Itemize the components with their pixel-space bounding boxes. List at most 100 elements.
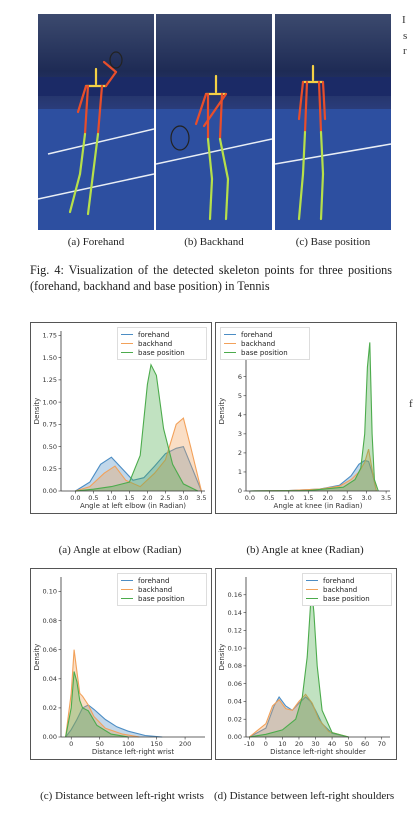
text-fragment: s	[403, 30, 408, 42]
series-line-base-position	[75, 363, 199, 492]
series-line-backhand	[65, 649, 140, 738]
series-line-forehand	[75, 445, 202, 492]
chart-svg: -10 0 10 20 30 40 50 60 70 0.00 0.02 0.04 0.06 0.08 0.…	[218, 577, 390, 756]
legend-item: backhand	[306, 585, 388, 594]
photo-base-position	[275, 14, 391, 230]
x-tick-label: 10	[278, 740, 286, 748]
skeleton-figure	[156, 74, 272, 221]
x-tick-label: 1.0	[106, 494, 116, 502]
legend-item: forehand	[306, 576, 388, 585]
photo-forehand	[38, 14, 154, 230]
legend-label: base position	[138, 594, 185, 603]
x-tick-label: 1.5	[124, 494, 134, 502]
chart-caption: (d) Distance between left-right shoulder…	[214, 790, 395, 802]
y-tick-label: 0	[238, 487, 242, 495]
x-axis-label: Distance left-right shoulder	[270, 748, 366, 756]
series-line-backhand	[249, 448, 377, 492]
y-tick-label: 1.50	[43, 354, 57, 362]
y-tick-label: 3	[238, 430, 242, 438]
x-tick-label: 2.5	[342, 494, 352, 502]
y-tick-label: 2	[238, 449, 242, 457]
y-tick-label: 0.06	[228, 680, 242, 688]
x-tick-label: 150	[150, 740, 162, 748]
x-tick-label: 100	[122, 740, 134, 748]
y-tick-label: 0.06	[43, 646, 57, 654]
legend: forehand backhand base position	[117, 327, 207, 360]
chart-elbow: 0.0 0.5 1.0 1.5 2.0 2.5 3.0 3.5 0.00 0.25 0.50 0.75…	[30, 322, 212, 514]
y-tick-label: 0.08	[43, 617, 57, 625]
photo-label: (a) Forehand	[67, 236, 125, 248]
x-tick-label: 50	[96, 740, 104, 748]
photo-backhand	[156, 14, 272, 230]
y-tick-label: 1	[238, 468, 242, 476]
y-tick-label: 0.04	[43, 675, 57, 683]
legend-label: base position	[138, 348, 185, 357]
legend-label: backhand	[138, 585, 173, 594]
legend-label: forehand	[323, 576, 355, 585]
chart-shoulder: -10 0 10 20 30 40 50 60 70 0.00 0.02 0.04 0.06 0.08 0.…	[215, 568, 397, 760]
photo-label: (c) Base position	[295, 236, 371, 248]
text-fragment: f	[409, 398, 413, 410]
series-area-backhand	[75, 418, 202, 491]
x-tick-label: 3.5	[196, 494, 206, 502]
y-tick-label: 0.16	[228, 591, 242, 599]
legend-label: forehand	[138, 576, 170, 585]
x-tick-label: 3.0	[361, 494, 371, 502]
x-tick-label: 30	[311, 740, 319, 748]
y-axis-label: Density	[218, 398, 226, 425]
series-area-forehand	[75, 446, 202, 491]
y-tick-label: 0.12	[228, 627, 242, 635]
x-tick-label: 40	[328, 740, 336, 748]
legend-item: forehand	[224, 330, 306, 339]
chart-wrist: 0 50 100 150 200 0.00 0.02 0.04 0.06 0.08 0.10 Dist…	[30, 568, 212, 760]
series-line-forehand	[65, 704, 163, 738]
legend-item: base position	[306, 594, 388, 603]
skeleton-figure	[275, 64, 391, 221]
y-tick-label: 0.04	[228, 698, 242, 706]
x-tick-label: 1.0	[284, 494, 294, 502]
y-tick-label: 4	[238, 411, 242, 419]
legend-label: forehand	[138, 330, 170, 339]
x-tick-label: 0.5	[264, 494, 274, 502]
x-tick-label: 200	[179, 740, 191, 748]
legend-item: base position	[224, 348, 306, 357]
chart-svg: 0.00.51.01.52.02.53.03.5012345678Angle a…	[218, 331, 391, 510]
y-tick-label: 0.02	[43, 704, 57, 712]
x-tick-label: -10	[244, 740, 255, 748]
series-area-base-position	[75, 364, 198, 491]
y-tick-label: 6	[238, 373, 242, 381]
y-tick-label: 0.00	[228, 733, 242, 741]
x-tick-label: 0.5	[88, 494, 98, 502]
legend-label: forehand	[241, 330, 273, 339]
series-area-base-position	[65, 671, 129, 737]
series-area-base-position	[249, 594, 349, 737]
x-tick-label: 0.0	[245, 494, 255, 502]
y-tick-label: 0.50	[43, 443, 57, 451]
legend-label: base position	[241, 348, 288, 357]
y-axis-label: Density	[33, 398, 41, 425]
y-tick-label: 5	[238, 392, 242, 400]
x-tick-label: 0	[69, 740, 73, 748]
chart-svg: 0 50 100 150 200 0.00 0.02 0.04 0.06 0.08 0.10 Dist…	[33, 577, 205, 756]
chart-knee: 0.00.51.01.52.02.53.03.5012345678Angle a…	[215, 322, 397, 514]
x-tick-label: 3.0	[178, 494, 188, 502]
y-tick-label: 0.00	[43, 733, 57, 741]
x-axis-label: Distance left-right wrist	[92, 748, 175, 756]
chart-caption: (a) Angle at elbow (Radian)	[58, 544, 182, 556]
x-tick-label: 50	[344, 740, 352, 748]
text-fragment: I	[402, 14, 406, 26]
series-line-backhand	[75, 417, 202, 492]
x-tick-label: 3.5	[381, 494, 391, 502]
legend-item: backhand	[121, 339, 203, 348]
legend-label: backhand	[241, 339, 276, 348]
legend-item: forehand	[121, 576, 203, 585]
y-tick-label: 0.10	[228, 644, 242, 652]
text-fragment: r	[403, 45, 407, 57]
y-tick-label: 0.00	[43, 487, 57, 495]
legend-item: base position	[121, 594, 203, 603]
series-line-base-position	[249, 342, 379, 492]
y-axis-label: Density	[218, 644, 226, 671]
x-tick-label: 2.5	[160, 494, 170, 502]
x-tick-label: 70	[378, 740, 386, 748]
y-tick-label: 0.25	[43, 465, 57, 473]
